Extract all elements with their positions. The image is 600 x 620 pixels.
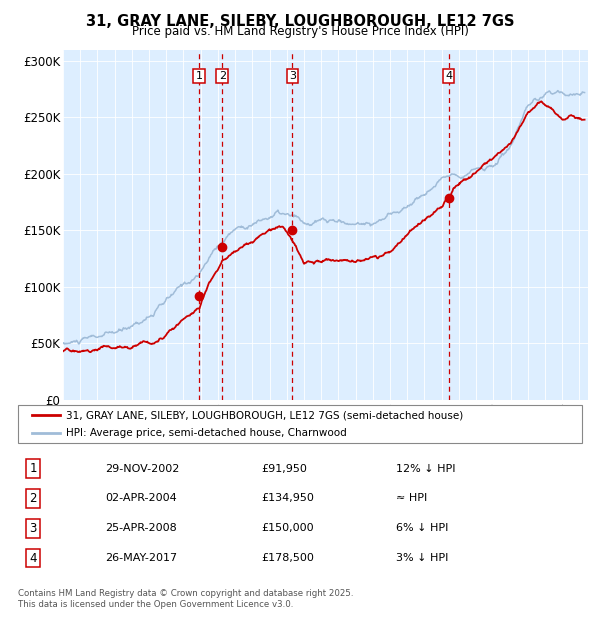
Text: 25-APR-2008: 25-APR-2008 (105, 523, 177, 533)
Text: 12% ↓ HPI: 12% ↓ HPI (396, 464, 455, 474)
Text: 3% ↓ HPI: 3% ↓ HPI (396, 553, 448, 563)
Text: 26-MAY-2017: 26-MAY-2017 (105, 553, 177, 563)
Text: 02-APR-2004: 02-APR-2004 (105, 494, 177, 503)
Text: HPI: Average price, semi-detached house, Charnwood: HPI: Average price, semi-detached house,… (66, 428, 347, 438)
Text: 1: 1 (29, 463, 37, 475)
Text: £178,500: £178,500 (261, 553, 314, 563)
Text: 31, GRAY LANE, SILEBY, LOUGHBOROUGH, LE12 7GS: 31, GRAY LANE, SILEBY, LOUGHBOROUGH, LE1… (86, 14, 514, 29)
Text: £150,000: £150,000 (261, 523, 314, 533)
Text: 2: 2 (218, 71, 226, 81)
Text: 31, GRAY LANE, SILEBY, LOUGHBOROUGH, LE12 7GS (semi-detached house): 31, GRAY LANE, SILEBY, LOUGHBOROUGH, LE1… (66, 410, 463, 420)
Text: Price paid vs. HM Land Registry's House Price Index (HPI): Price paid vs. HM Land Registry's House … (131, 25, 469, 38)
Text: 29-NOV-2002: 29-NOV-2002 (105, 464, 179, 474)
Text: ≈ HPI: ≈ HPI (396, 494, 427, 503)
Text: 1: 1 (196, 71, 203, 81)
Text: Contains HM Land Registry data © Crown copyright and database right 2025.
This d: Contains HM Land Registry data © Crown c… (18, 590, 353, 609)
Text: 3: 3 (289, 71, 296, 81)
Text: £91,950: £91,950 (261, 464, 307, 474)
Text: 6% ↓ HPI: 6% ↓ HPI (396, 523, 448, 533)
Text: 3: 3 (29, 522, 37, 534)
Text: 4: 4 (29, 552, 37, 564)
Text: 2: 2 (29, 492, 37, 505)
Text: 4: 4 (445, 71, 452, 81)
Text: £134,950: £134,950 (261, 494, 314, 503)
